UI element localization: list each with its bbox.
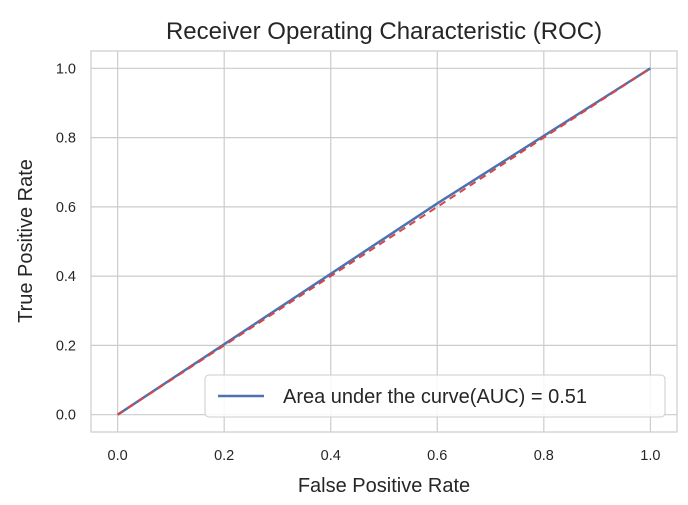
y-tick-label: 0.6 [56,200,76,216]
y-tick-label: 0.2 [56,338,76,354]
x-tick-label: 0.0 [108,448,128,464]
x-tick-label: 0.8 [534,448,554,464]
y-tick-label: 0.8 [56,131,76,147]
x-tick-label: 0.6 [427,448,447,464]
legend-box [204,374,666,418]
x-tick-label: 0.4 [321,448,341,464]
y-axis-label: True Positive Rate [15,159,37,323]
x-tick-label: 0.2 [214,448,234,464]
x-axis-label: False Positive Rate [298,475,470,497]
chart-title: Receiver Operating Characteristic (ROC) [166,18,602,45]
chance-line [117,67,651,416]
x-tick-label: 1.0 [640,448,660,464]
legend: Area under the curve(AUC) = 0.51 [204,374,666,418]
y-tick-labels: 0.0 0.2 0.4 0.6 0.8 1.0 [56,61,76,423]
roc-curve-line [116,67,652,416]
y-tick-label: 0.0 [56,408,76,424]
y-tick-label: 1.0 [56,61,76,77]
y-tick-label: 0.4 [56,269,76,285]
x-tick-labels: 0.0 0.2 0.4 0.6 0.8 1.0 [108,448,661,464]
legend-entry-label: Area under the curve(AUC) = 0.51 [283,386,587,408]
plot-series [116,67,652,416]
